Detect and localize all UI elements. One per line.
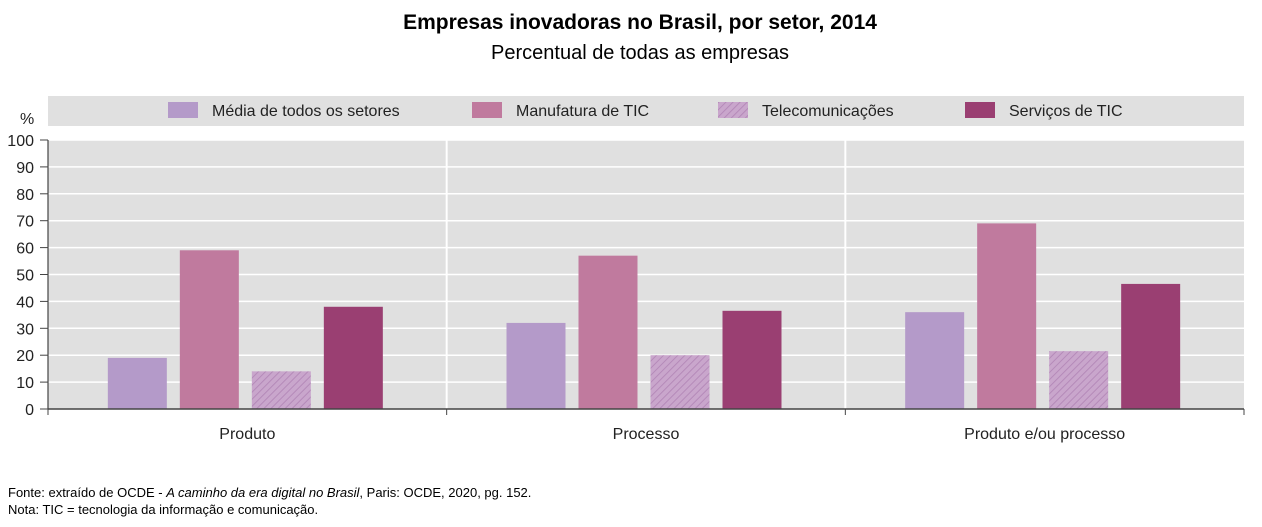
y-tick-label: 0 (25, 402, 34, 419)
legend-band (48, 96, 1244, 126)
chart-subtitle: Percentual de todas as empresas (491, 42, 789, 64)
footnote: Nota: TIC = tecnologia da informação e c… (8, 502, 319, 517)
bars (107, 223, 1181, 409)
legend-label: Telecomunicações (762, 103, 894, 120)
y-tick-label: 90 (16, 160, 34, 177)
gridlines (48, 139, 1244, 415)
x-axis: Produto Processo Produto e/ou processo (47, 408, 1245, 443)
y-tick-label: 60 (16, 241, 34, 258)
legend-label: Manufatura de TIC (516, 103, 649, 120)
bar (722, 310, 782, 409)
source-note: Fonte: extraído de OCDE - A caminho da e… (8, 485, 532, 500)
bar (1049, 351, 1109, 409)
y-axis-unit: % (20, 111, 34, 128)
x-tick-label: Produto e/ou processo (964, 426, 1125, 443)
bar (506, 322, 566, 409)
legend-swatch (965, 102, 995, 118)
legend-label: Média de todos os setores (212, 103, 400, 120)
y-tick-label: 40 (16, 294, 34, 311)
y-tick-label: 20 (16, 348, 34, 365)
y-tick-label: 30 (16, 321, 34, 338)
bar (251, 371, 311, 409)
chart-title: Empresas inovadoras no Brasil, por setor… (403, 11, 877, 34)
y-tick-label: 100 (7, 133, 34, 150)
legend-swatch (472, 102, 502, 118)
bar (977, 223, 1037, 409)
x-tick-label: Processo (613, 426, 680, 443)
y-axis: 0 10 20 30 40 50 60 70 80 90 100 (7, 133, 49, 419)
y-tick-label: 70 (16, 214, 34, 231)
y-tick-label: 10 (16, 375, 34, 392)
bar (179, 250, 239, 409)
legend-swatch (718, 102, 748, 118)
bar (905, 312, 965, 409)
bar (1121, 283, 1181, 409)
legend: Média de todos os setores Manufatura de T… (168, 102, 1123, 120)
bar (578, 255, 638, 409)
bar (650, 355, 710, 409)
x-tick-label: Produto (219, 426, 275, 443)
legend-swatch (168, 102, 198, 118)
bar (107, 357, 167, 409)
source-title: A caminho da era digital no Brasil (166, 485, 360, 500)
y-tick-label: 80 (16, 187, 34, 204)
y-tick-label: 50 (16, 268, 34, 285)
bar (323, 306, 383, 409)
legend-label: Serviços de TIC (1009, 103, 1123, 120)
bar-chart: Média de todos os setores Manufatura de T… (7, 96, 1245, 443)
